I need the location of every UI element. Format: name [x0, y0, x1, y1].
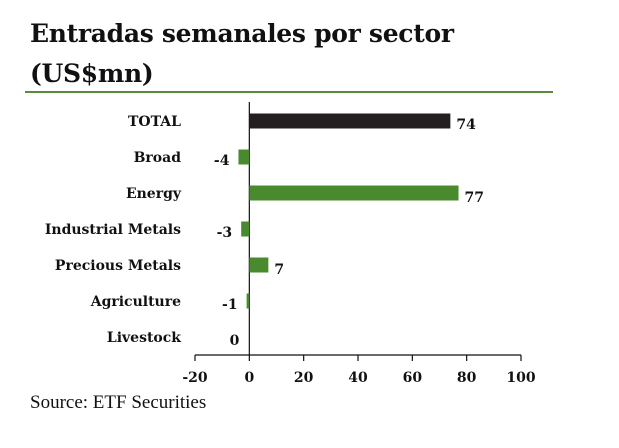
x-tick-label: 40 [348, 370, 368, 386]
x-tick-label: 100 [506, 370, 535, 386]
category-label: TOTAL [128, 114, 181, 130]
category-label: Livestock [107, 330, 181, 346]
bar-agriculture [246, 293, 250, 309]
title-rule [25, 91, 553, 93]
category-label: Broad [134, 150, 182, 166]
bar-energy [249, 185, 459, 201]
x-tick-label: 20 [294, 370, 314, 386]
data-label: 74 [456, 117, 476, 133]
x-tick-label: -20 [182, 370, 208, 386]
bar-precious-metals [249, 257, 269, 273]
bar-total [249, 113, 451, 129]
bar-industrial-metals [241, 221, 250, 237]
data-label: 0 [230, 333, 240, 349]
bar-broad [238, 149, 250, 165]
chart-title: Entradas semanales por sector (US$mn) [30, 19, 454, 88]
x-tick-label: 0 [244, 370, 254, 386]
category-label: Agriculture [90, 294, 181, 310]
source-note: Source: ETF Securities [30, 392, 207, 413]
x-tick-label: 60 [403, 370, 423, 386]
category-label: Energy [126, 186, 182, 202]
data-label: -3 [217, 225, 233, 241]
data-label: 77 [465, 190, 484, 206]
data-label: 7 [274, 262, 284, 278]
x-tick-label: 80 [457, 370, 477, 386]
category-label: Precious Metals [55, 258, 181, 274]
data-label: -4 [214, 153, 230, 169]
category-label: Industrial Metals [45, 222, 181, 238]
data-label: -1 [222, 297, 238, 313]
